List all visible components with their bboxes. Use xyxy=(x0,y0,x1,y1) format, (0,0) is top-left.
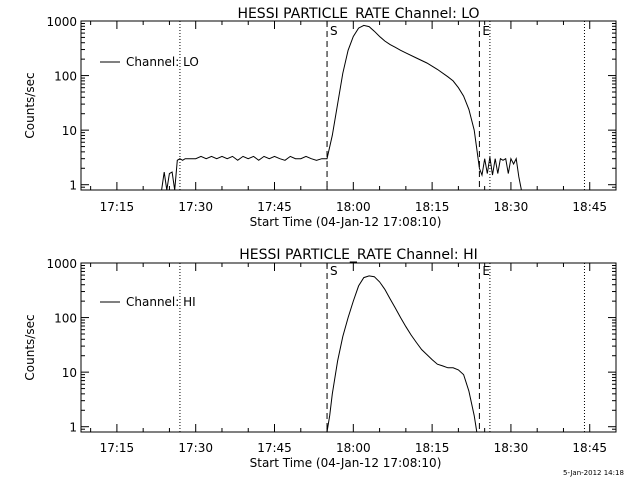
y-tick-label: 1 xyxy=(69,421,77,435)
start-marker-label: S xyxy=(330,264,338,278)
x-tick-label: 17:30 xyxy=(178,200,213,214)
y-tick-label: 1000 xyxy=(46,15,77,29)
y-tick-label: 10 xyxy=(62,366,77,380)
x-tick-label: 17:45 xyxy=(257,200,292,214)
x-tick-label: 18:45 xyxy=(572,441,607,455)
plot-frame xyxy=(80,20,617,191)
legend-label: Channel: HI xyxy=(126,295,196,309)
y-axis-label: Counts/sec xyxy=(23,314,37,380)
x-tick-label: 18:15 xyxy=(415,200,450,214)
x-axis-label: Start Time (04-Jan-12 17:08:10) xyxy=(250,456,442,470)
x-tick-label: 17:45 xyxy=(257,441,292,455)
y-axis-label: Counts/sec xyxy=(23,72,37,138)
start-marker-label: S xyxy=(330,24,338,38)
x-tick-label: 17:15 xyxy=(100,200,135,214)
chart-title: HESSI PARTICLE_RATE Channel: HI xyxy=(239,247,477,263)
series-line xyxy=(161,24,522,191)
end-marker-label: E xyxy=(482,24,490,38)
x-tick-label: 18:30 xyxy=(494,200,529,214)
x-tick-label: 18:45 xyxy=(572,200,607,214)
x-axis-label: Start Time (04-Jan-12 17:08:10) xyxy=(250,215,442,229)
series-line xyxy=(326,275,478,433)
y-tick-label: 100 xyxy=(54,70,77,84)
x-tick-label: 18:15 xyxy=(415,441,450,455)
x-tick-label: 18:00 xyxy=(336,441,371,455)
hi-channel-panel: HESSI PARTICLE_RATE Channel: HI 1 10 100 100… xyxy=(23,247,617,470)
plot-frame xyxy=(80,262,617,433)
lo-channel-panel: HESSI PARTICLE_RATE Channel: LO 1 10 100 100… xyxy=(23,6,617,229)
y-tick-label: 1000 xyxy=(46,257,77,271)
chart-title: HESSI PARTICLE_RATE Channel: LO xyxy=(237,6,479,22)
x-tick-label: 17:30 xyxy=(178,441,213,455)
end-marker-label: E xyxy=(482,264,490,278)
legend-label: Channel: LO xyxy=(126,55,199,69)
y-tick-label: 10 xyxy=(62,124,77,138)
footer-timestamp: 5-Jan-2012 14:18 xyxy=(563,469,624,477)
x-tick-label: 17:15 xyxy=(100,441,135,455)
y-tick-label: 1 xyxy=(69,179,77,193)
y-tick-label: 100 xyxy=(54,312,77,326)
x-tick-label: 18:00 xyxy=(336,200,371,214)
x-tick-label: 18:30 xyxy=(494,441,529,455)
